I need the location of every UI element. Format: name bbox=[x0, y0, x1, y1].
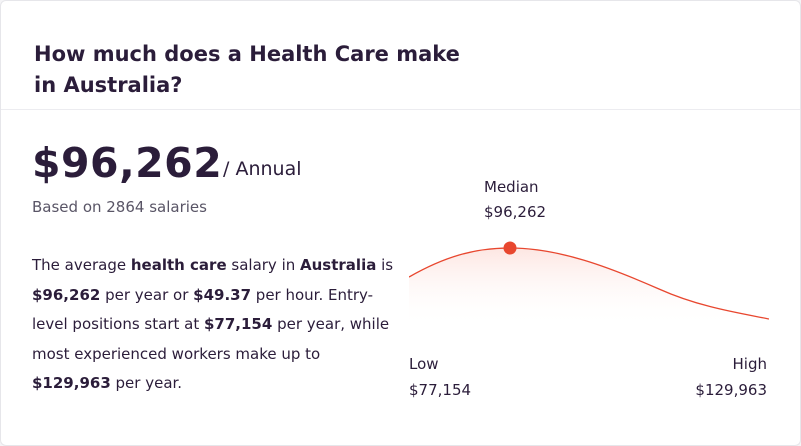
salary-sample-size: Based on 2864 salaries bbox=[32, 198, 207, 216]
curve-line bbox=[409, 247, 769, 320]
desc-job: health care bbox=[130, 256, 227, 274]
salary-description: The average health care salary in Austra… bbox=[32, 251, 397, 399]
low-value: $77,154 bbox=[409, 381, 472, 399]
salary-period: / Annual bbox=[223, 158, 302, 180]
median-value: $96,262 bbox=[484, 203, 547, 221]
desc-entry: $77,154 bbox=[203, 315, 273, 333]
desc-yearly: $96,262 bbox=[32, 285, 101, 304]
desc-text: per hour. Entry-level positions start at bbox=[32, 285, 374, 334]
card-header: How much does a Health Care make in Aust… bbox=[1, 1, 800, 110]
salary-amount: $96,262 bbox=[32, 139, 223, 187]
desc-text: per year or bbox=[100, 285, 194, 304]
curve-area bbox=[409, 248, 769, 327]
desc-text: salary in bbox=[226, 256, 301, 274]
salary-distribution-curve bbox=[409, 241, 769, 327]
low-label: Low bbox=[409, 355, 439, 373]
high-label: High bbox=[732, 355, 767, 373]
desc-hourly: $49.37 bbox=[193, 285, 252, 304]
desc-text: per year. bbox=[110, 374, 183, 392]
desc-text: is bbox=[376, 256, 394, 274]
desc-top: $129,963 bbox=[32, 374, 111, 392]
page-title: How much does a Health Care make in Aust… bbox=[34, 42, 460, 97]
median-label: Median bbox=[484, 178, 539, 196]
desc-text: per year, while most experienced workers… bbox=[32, 315, 390, 363]
desc-location: Australia bbox=[300, 256, 377, 274]
high-value: $129,963 bbox=[695, 381, 767, 399]
desc-text: The average bbox=[32, 256, 131, 274]
median-marker bbox=[503, 241, 517, 255]
